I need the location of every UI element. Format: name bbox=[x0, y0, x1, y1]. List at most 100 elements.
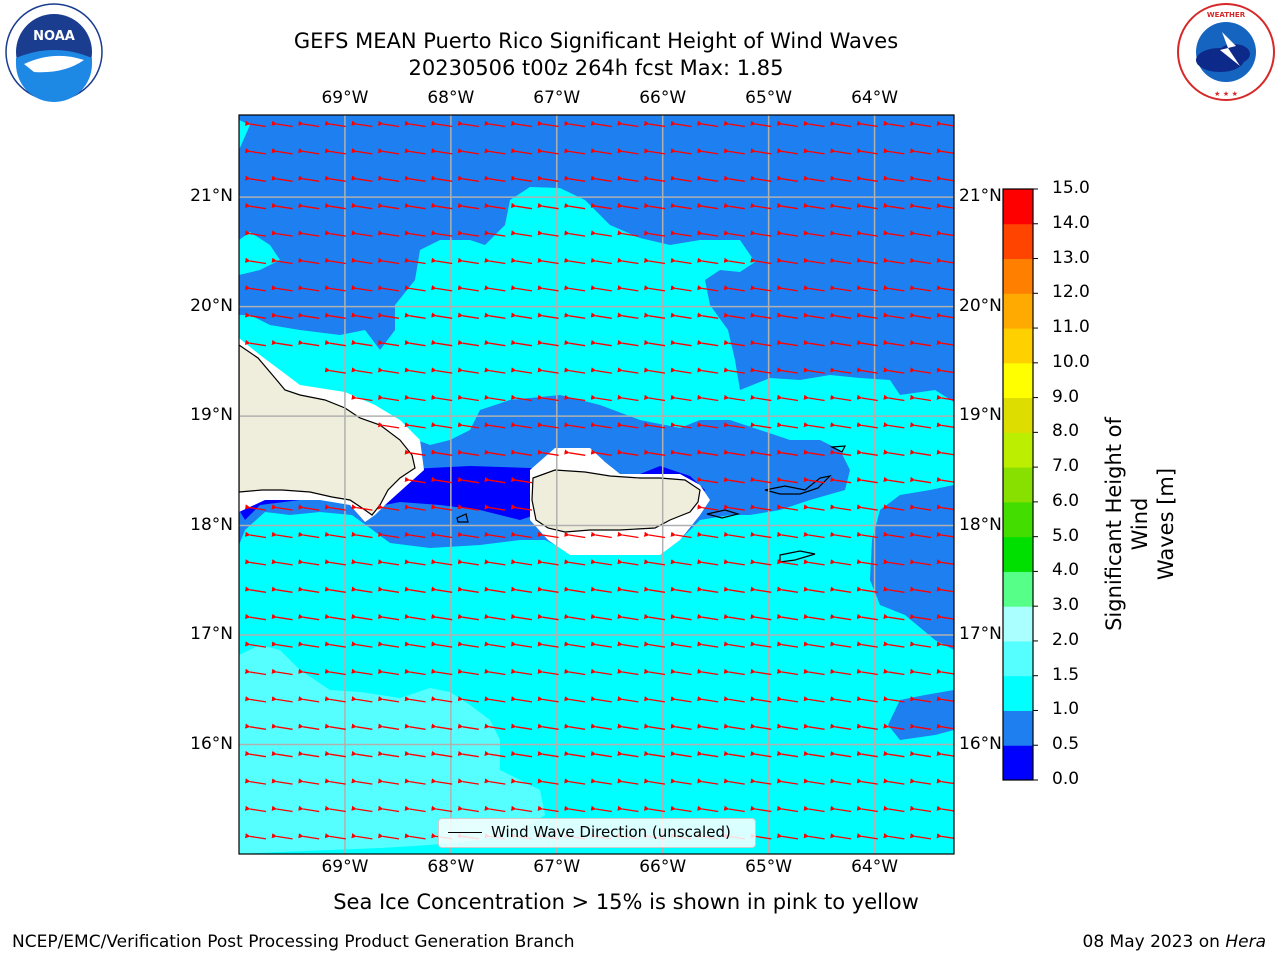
wind-wave-arrow bbox=[803, 230, 825, 237]
wind-wave-arrow bbox=[803, 696, 825, 703]
wind-wave-arrow bbox=[936, 476, 954, 483]
wind-wave-arrow bbox=[431, 641, 453, 648]
legend-label: Wind Wave Direction (unscaled) bbox=[491, 823, 731, 841]
wind-wave-arrow bbox=[803, 367, 825, 374]
wind-wave-arrow bbox=[643, 257, 666, 265]
wind-wave-arrow bbox=[537, 778, 559, 785]
wind-wave-arrow bbox=[776, 230, 799, 237]
wind-wave-arrow bbox=[324, 230, 346, 237]
wind-wave-arrow bbox=[510, 750, 533, 758]
wind-wave-arrow bbox=[803, 559, 825, 566]
wind-wave-arrow bbox=[590, 559, 612, 566]
wind-wave-arrow bbox=[510, 586, 533, 593]
wind-wave-arrow bbox=[856, 148, 878, 155]
wind-wave-arrow bbox=[617, 805, 639, 813]
wind-wave-arrow bbox=[564, 696, 586, 703]
wind-wave-arrow bbox=[484, 668, 506, 676]
wind-wave-arrow bbox=[457, 120, 479, 128]
wind-wave-arrow bbox=[564, 449, 586, 456]
wind-wave-arrow bbox=[590, 230, 612, 237]
wind-wave-arrow bbox=[324, 148, 346, 155]
wind-wave-arrow bbox=[856, 833, 878, 840]
wind-wave-arrow bbox=[750, 285, 772, 292]
wind-wave-arrow bbox=[617, 202, 639, 210]
wind-wave-arrow bbox=[404, 641, 426, 648]
wind-wave-arrow bbox=[271, 339, 293, 347]
colorbar-segment bbox=[1003, 536, 1033, 572]
wind-wave-arrow bbox=[750, 750, 772, 758]
wind-wave-arrow bbox=[404, 394, 426, 402]
wind-wave-arrow bbox=[431, 750, 453, 758]
wind-wave-arrow bbox=[564, 257, 586, 265]
wind-wave-arrow bbox=[909, 120, 932, 128]
wind-wave-arrow bbox=[856, 394, 878, 402]
lon-tick-label: 69°W bbox=[321, 88, 369, 108]
wind-wave-arrow bbox=[457, 668, 479, 676]
wind-wave-arrow bbox=[564, 586, 586, 593]
lon-tick-label: 67°W bbox=[533, 857, 581, 877]
wind-wave-arrow bbox=[457, 422, 479, 429]
wind-wave-arrow bbox=[404, 120, 426, 128]
wind-wave-arrow bbox=[909, 668, 932, 676]
wind-wave-arrow bbox=[776, 805, 799, 813]
wind-wave-arrow bbox=[510, 175, 533, 182]
wind-wave-arrow bbox=[776, 202, 799, 210]
wind-wave-arrow bbox=[830, 367, 852, 374]
lon-tick-label: 69°W bbox=[321, 857, 369, 877]
wind-wave-arrow bbox=[298, 613, 320, 621]
wind-wave-arrow bbox=[750, 586, 772, 593]
wind-wave-arrow bbox=[431, 422, 453, 429]
wind-wave-arrow bbox=[670, 668, 692, 676]
wind-wave-arrow bbox=[830, 476, 852, 484]
wind-wave-arrow bbox=[484, 504, 506, 511]
wind-wave-arrow bbox=[484, 202, 506, 210]
wind-wave-arrow bbox=[404, 312, 426, 319]
wind-wave-arrow bbox=[803, 833, 825, 840]
wind-wave-arrow bbox=[377, 696, 400, 703]
wind-wave-arrow bbox=[484, 696, 506, 703]
wind-wave-arrow bbox=[510, 723, 533, 730]
wind-wave-arrow bbox=[377, 367, 400, 374]
wind-wave-arrow bbox=[457, 778, 479, 785]
colorbar-tick-label: 7.0 bbox=[1052, 456, 1080, 477]
wind-wave-arrow bbox=[909, 586, 932, 593]
lon-tick-label: 65°W bbox=[745, 857, 793, 877]
wind-wave-arrow bbox=[856, 120, 878, 128]
wind-wave-arrow bbox=[484, 586, 506, 593]
wind-wave-arrow bbox=[244, 531, 267, 539]
wind-wave-arrow bbox=[803, 531, 825, 539]
wind-wave-arrow bbox=[271, 230, 293, 237]
wind-wave-arrow bbox=[936, 668, 954, 675]
wind-wave-arrow bbox=[324, 559, 346, 566]
wind-wave-arrow bbox=[404, 285, 426, 292]
wind-wave-arrow bbox=[431, 175, 453, 182]
wind-wave-arrow bbox=[351, 696, 373, 703]
wind-wave-arrow bbox=[697, 641, 719, 648]
wind-wave-arrow bbox=[883, 504, 905, 511]
wind-wave-arrow bbox=[510, 476, 533, 484]
wind-wave-arrow bbox=[298, 668, 320, 676]
wind-wave-arrow bbox=[830, 613, 852, 621]
lon-tick-label: 65°W bbox=[745, 88, 793, 108]
wind-wave-arrow bbox=[351, 120, 373, 128]
wind-wave-arrow bbox=[750, 504, 772, 511]
wind-wave-arrow bbox=[457, 285, 479, 292]
wind-wave-arrow bbox=[617, 120, 639, 128]
wind-wave-arrow bbox=[723, 504, 745, 511]
wind-wave-arrow bbox=[351, 257, 373, 265]
wind-wave-arrow bbox=[271, 778, 293, 785]
wind-wave-arrow bbox=[617, 531, 639, 539]
wind-wave-arrow bbox=[617, 668, 639, 676]
wind-wave-arrow bbox=[457, 504, 479, 511]
wind-wave-arrow bbox=[830, 449, 852, 456]
wind-wave-arrow bbox=[590, 778, 612, 785]
wind-wave-arrow bbox=[803, 750, 825, 758]
wind-wave-arrow bbox=[723, 668, 745, 676]
wind-wave-arrow bbox=[617, 148, 639, 155]
wind-wave-arrow bbox=[936, 394, 954, 401]
wind-wave-arrow bbox=[298, 531, 320, 539]
wind-wave-arrow bbox=[271, 641, 293, 648]
wind-wave-arrow bbox=[431, 394, 453, 402]
wind-wave-arrow bbox=[377, 833, 400, 840]
